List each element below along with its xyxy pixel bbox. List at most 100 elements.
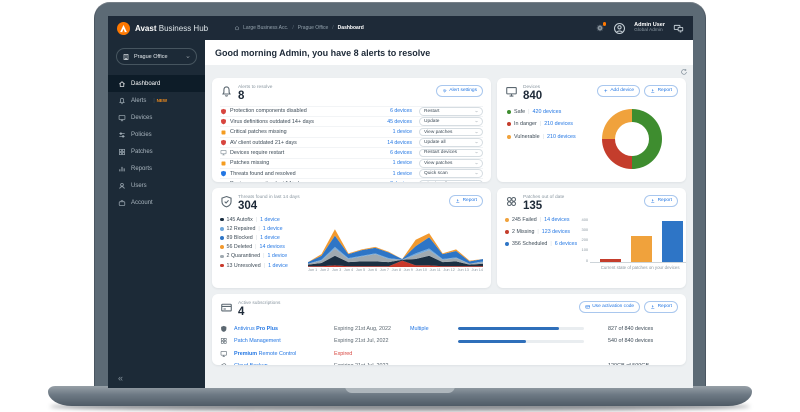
- subscription-progress-fill: [458, 327, 559, 331]
- legend-devices-link[interactable]: 210 devices: [546, 133, 576, 140]
- legend-label: Repaired: [233, 225, 256, 232]
- legend-devices-link[interactable]: 1 device: [260, 216, 280, 223]
- alert-row: Virus definitions outdated 14+ days 45 d…: [220, 116, 483, 127]
- legend-item: In danger | 210 devices: [507, 121, 576, 127]
- devices-count-link[interactable]: 6 devices: [390, 149, 412, 156]
- devices-report-button[interactable]: Report: [644, 85, 678, 97]
- settings-button[interactable]: [595, 22, 607, 33]
- chevron-down-icon: [474, 119, 479, 124]
- alert-action-select[interactable]: Restart devices: [419, 148, 483, 158]
- devices-count-link[interactable]: 1 device: [392, 170, 412, 177]
- breadcrumb-item[interactable]: Dashboard: [337, 25, 364, 31]
- alert-action-select[interactable]: Quick scan: [419, 169, 483, 178]
- sidebar-collapse-button[interactable]: «: [118, 373, 124, 383]
- alert-settings-button[interactable]: Alert settings: [435, 85, 483, 97]
- sidebar-item[interactable]: Reports: [108, 160, 205, 177]
- subscription-usage: 540 of 840 devices: [608, 338, 654, 345]
- area-series-blocked: [308, 235, 483, 264]
- alert-action-select[interactable]: Update: [419, 117, 483, 127]
- new-badge: NEW: [156, 98, 168, 103]
- org-selector[interactable]: Prague Office: [116, 48, 197, 65]
- devices-icon[interactable]: [673, 23, 684, 34]
- legend-devices-link[interactable]: 123 devices: [541, 228, 571, 235]
- alert-action-select[interactable]: Dismiss all: [419, 179, 483, 182]
- sidebar-item[interactable]: Dashboard: [108, 75, 205, 92]
- sidebar-item[interactable]: Policies: [108, 126, 205, 143]
- alert-action-select[interactable]: View patches: [419, 127, 483, 137]
- devices-count-link[interactable]: 1 device: [392, 129, 412, 136]
- patches-legend: 245 Failed | 14 devices 2 Missing | 123 …: [505, 217, 577, 270]
- sidebar-item-label: Devices: [131, 114, 153, 121]
- sidebar-item[interactable]: Alerts | NEW: [108, 92, 205, 109]
- area-series-quarantined: [308, 248, 483, 265]
- area-series-deleted: [308, 229, 483, 262]
- top-bar: Avast Business Hub Large Business Acc. /…: [108, 16, 693, 40]
- use-activation-code-button[interactable]: Use activation code: [578, 301, 641, 313]
- threats-area-chart: [308, 229, 483, 267]
- legend-devices-link[interactable]: 1 device: [260, 235, 280, 242]
- laptop-base: [48, 386, 752, 406]
- breadcrumb-separator: /: [332, 25, 334, 31]
- subscription-name-link[interactable]: Antivirus Pro Plus: [234, 325, 279, 332]
- monitor-icon: [220, 350, 228, 358]
- devices-count-link[interactable]: 14 devices: [387, 139, 412, 146]
- bell-icon: [118, 97, 126, 105]
- subscription-name-link[interactable]: Cloud Backup: [234, 363, 330, 365]
- grid-icon: [118, 148, 126, 156]
- sidebar-item[interactable]: Devices: [108, 109, 205, 126]
- user-block[interactable]: Admin User Global Admin: [634, 22, 665, 35]
- download-icon: [650, 88, 656, 94]
- alert-label: Patches missing: [230, 160, 270, 167]
- devices-count-link[interactable]: 1 device: [392, 160, 412, 167]
- breadcrumb-item[interactable]: Prague Office: [297, 25, 329, 31]
- sidebar-item[interactable]: Account: [108, 194, 205, 211]
- x-axis-label: Jun 8: [391, 267, 401, 272]
- subscription-extra-link[interactable]: Multiple: [410, 325, 429, 332]
- legend-devices-link[interactable]: 1 device: [262, 225, 283, 232]
- subscription-name-link[interactable]: Patch Management: [234, 338, 281, 345]
- alert-label: Threats found and resolved: [230, 170, 296, 177]
- breadcrumb-separator: /: [292, 25, 294, 31]
- alert-action-select[interactable]: Update all: [419, 138, 483, 147]
- sidebar-item[interactable]: Patches: [108, 143, 205, 160]
- legend-devices-link[interactable]: 420 devices: [532, 108, 562, 115]
- add-device-button[interactable]: Add device: [596, 85, 641, 97]
- sidebar-item-label: Dashboard: [131, 80, 161, 87]
- brand-bold: Avast: [135, 23, 157, 33]
- devices-count-link[interactable]: 45 devices: [387, 118, 412, 125]
- threats-report-button[interactable]: Report: [449, 195, 483, 207]
- legend-devices-link[interactable]: 210 devices: [544, 121, 573, 128]
- devices-legend: Safe | 420 devices In danger | 210 devic…: [507, 109, 576, 169]
- subscriptions-report-button[interactable]: Report: [644, 301, 678, 313]
- alert-action-select[interactable]: View patches: [419, 158, 483, 168]
- area-series-unresolved: [308, 260, 483, 267]
- legend-dot: [507, 134, 511, 139]
- square-icon: [220, 129, 227, 136]
- patches-card: Patches out of date 135 Report: [497, 188, 686, 288]
- devices-count-link[interactable]: 6 devices: [390, 108, 412, 115]
- legend-dot: [505, 241, 509, 246]
- devices-count-link[interactable]: 3 devices: [373, 181, 419, 182]
- avatar[interactable]: [613, 22, 626, 35]
- breadcrumb-item[interactable]: Large Business Acc.: [243, 25, 289, 31]
- alert-action-select[interactable]: Restart: [419, 107, 483, 116]
- legend-item: 145 Autofix | 1 device: [220, 217, 308, 223]
- x-axis-label: Jun 13: [457, 267, 469, 272]
- legend-devices-link[interactable]: 14 devices: [544, 216, 570, 223]
- subscription-name-link[interactable]: Premium Remote Control: [234, 350, 297, 357]
- subscription-row: Cloud Backup Expiring 21st Jul, 2022 120…: [220, 360, 678, 365]
- legend-devices-link[interactable]: 14 devices: [259, 244, 285, 251]
- legend-dot: [505, 217, 509, 222]
- legend-devices-link[interactable]: 1 device: [268, 262, 288, 269]
- download-icon: [650, 304, 656, 310]
- sidebar-item[interactable]: Users: [108, 177, 205, 194]
- refresh-icon[interactable]: [680, 68, 688, 76]
- legend-value: 356: [512, 240, 521, 247]
- alert-row: Devices require restart 6 devices Restar…: [220, 147, 483, 158]
- area-series-autofix: [308, 255, 483, 266]
- legend-dot: [220, 254, 224, 259]
- legend-devices-link[interactable]: 1 device: [267, 253, 288, 260]
- patches-report-button[interactable]: Report: [644, 195, 678, 207]
- subscription-usage: 120GB of 500GB: [596, 363, 678, 365]
- legend-devices-link[interactable]: 6 devices: [554, 240, 578, 247]
